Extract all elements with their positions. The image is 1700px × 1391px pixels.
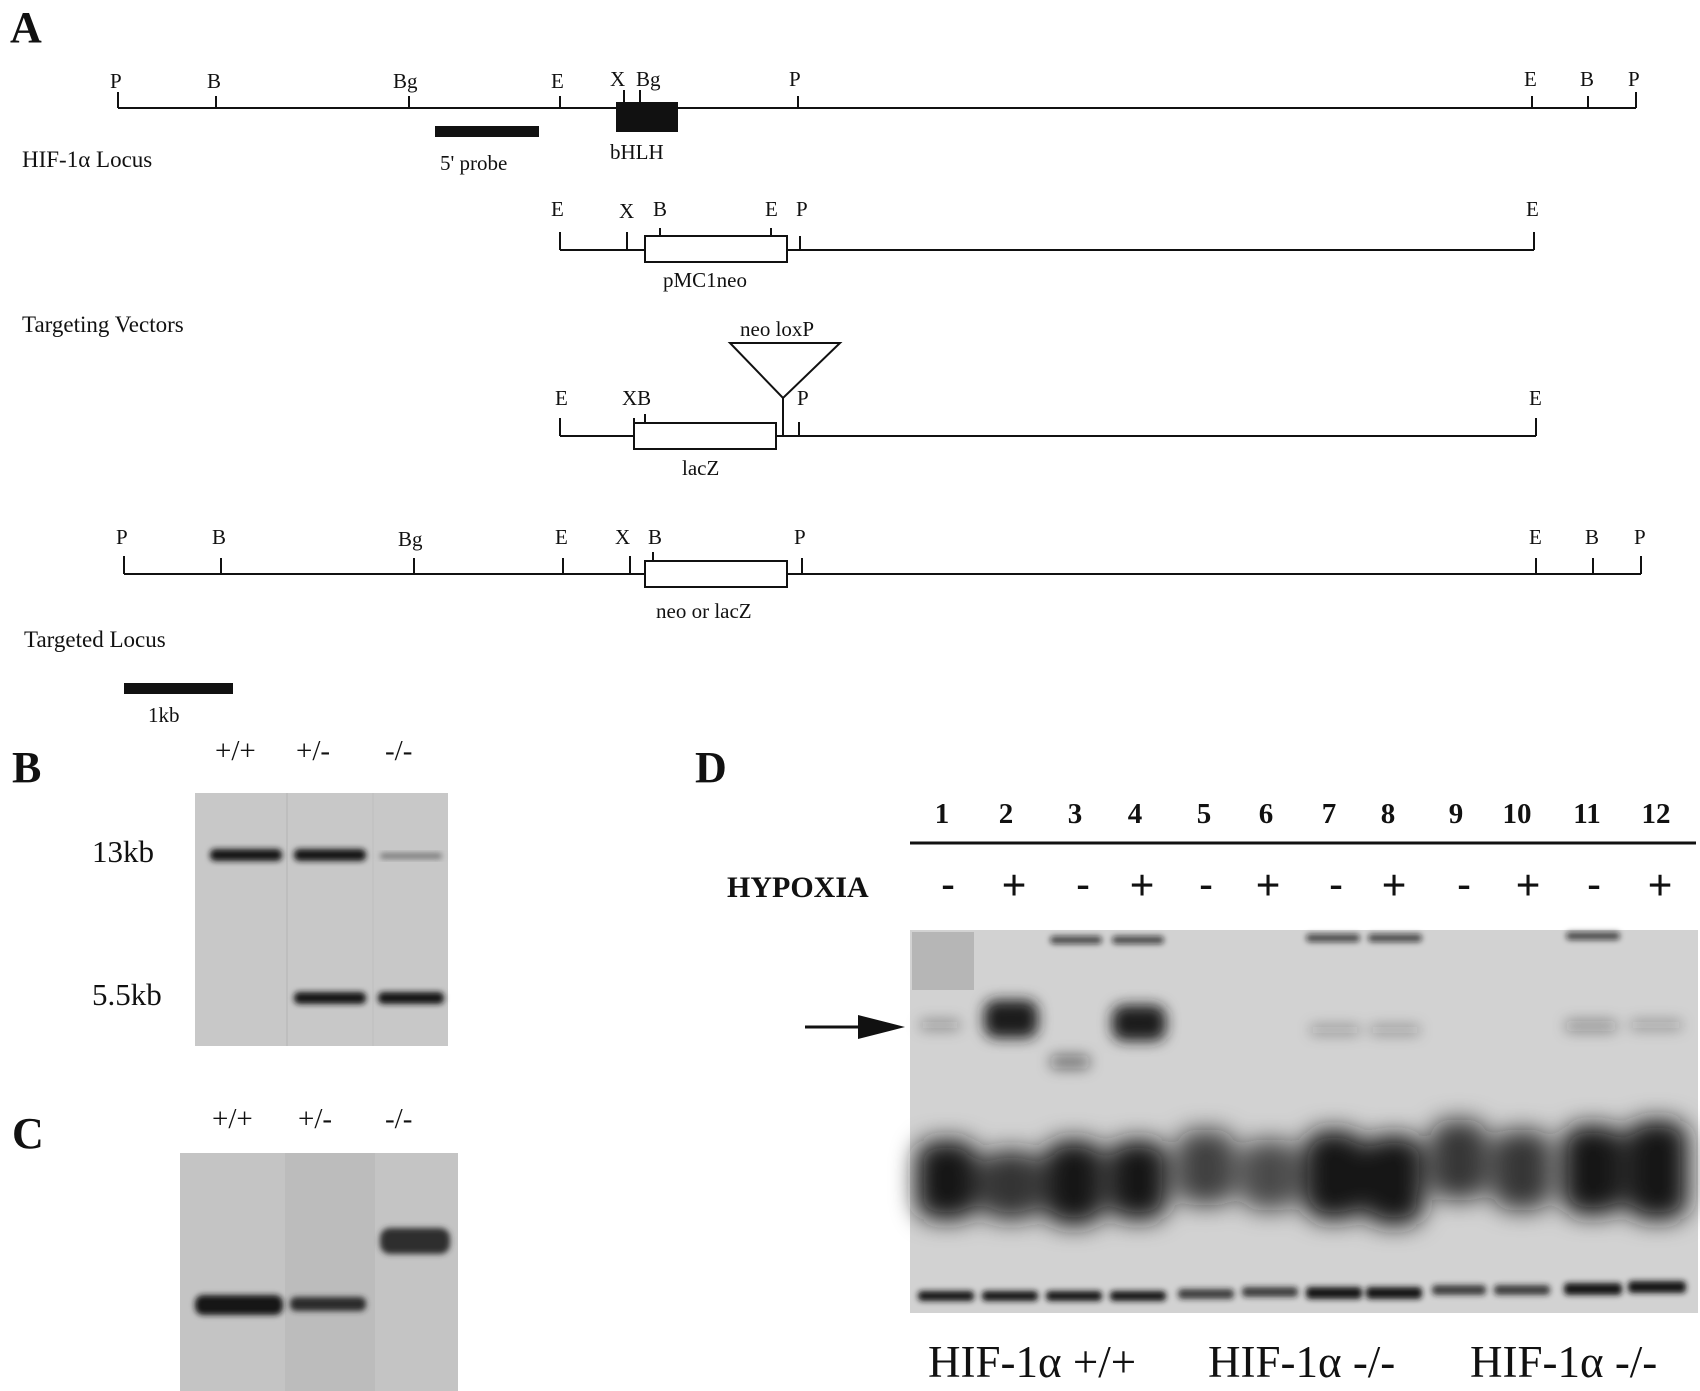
lane-genotype-label: +/-: [296, 735, 330, 767]
hypoxia-sign: -: [1199, 861, 1212, 906]
bhlh-exon: [616, 102, 678, 132]
hypoxia-sign: +: [1647, 861, 1672, 910]
site-label: E: [1524, 67, 1537, 91]
site-label: P: [1634, 525, 1646, 549]
lane-genotype-label: +/-: [298, 1103, 332, 1135]
lane-number: 7: [1322, 798, 1337, 830]
pmc1neo-label: pMC1neo: [663, 268, 747, 292]
lane-number: 4: [1128, 798, 1143, 830]
hypoxia-sign: +: [1129, 861, 1154, 910]
site-label: B: [207, 69, 221, 93]
emsa-gel-d: [910, 930, 1698, 1313]
site-label: B: [1580, 67, 1594, 91]
scale-label: 1kb: [148, 703, 180, 727]
hypoxia-sign: -: [1076, 861, 1089, 906]
site-label: B: [648, 525, 662, 549]
site-label: E: [1529, 525, 1542, 549]
site-label: P: [116, 525, 128, 549]
panel-label-c: C: [12, 1109, 44, 1158]
lane-number: 12: [1642, 798, 1671, 830]
panel-label-d: D: [695, 743, 727, 792]
panel-label-b: B: [12, 743, 41, 792]
hypoxia-sign: +: [1381, 861, 1406, 910]
targeted-locus-label: Targeted Locus: [24, 627, 166, 652]
neo-or-lacz-label: neo or lacZ: [656, 599, 752, 623]
scale-bar: [124, 683, 233, 694]
site-label: Bg: [393, 69, 418, 93]
lane-number: 5: [1197, 798, 1212, 830]
hif-locus-map: P B Bg E X Bg P E B P 5' probe bHLH HIF-…: [22, 67, 1640, 175]
site-label: B: [212, 525, 226, 549]
lane-genotype-label: -/-: [385, 1103, 412, 1135]
band-size-label: 5.5kb: [92, 977, 162, 1012]
site-label: Bg: [636, 67, 661, 91]
site-label: P: [797, 386, 809, 410]
site-label: E: [551, 69, 564, 93]
site-label: X: [619, 199, 634, 223]
site-label: E: [765, 197, 778, 221]
site-label: B: [653, 197, 667, 221]
site-label: X: [610, 67, 625, 91]
group-label: HIF-1α -/-: [1208, 1337, 1395, 1387]
targeting-vector-neo: E X B E P E pMC1neo: [551, 197, 1539, 292]
site-label: E: [555, 525, 568, 549]
site-label: X: [615, 525, 630, 549]
site-label: P: [1628, 67, 1640, 91]
group-label: HIF-1α -/-: [1470, 1337, 1657, 1387]
lane-number: 2: [999, 798, 1014, 830]
lane-genotype-label: -/-: [385, 735, 412, 767]
hypoxia-sign: -: [941, 861, 954, 906]
site-label: E: [555, 386, 568, 410]
hypoxia-sign: +: [1515, 861, 1540, 910]
hypoxia-sign: +: [1001, 861, 1026, 910]
genotyping-gel-c: [180, 1153, 458, 1391]
site-label: Bg: [398, 527, 423, 551]
lane-number-row: 1 2 3 4 5 6 7 8 9 10 11 12: [935, 798, 1671, 830]
site-label: P: [110, 69, 122, 93]
bhlh-label: bHLH: [610, 140, 664, 164]
lane-number: 11: [1573, 798, 1600, 830]
hypoxia-sign: +: [1255, 861, 1280, 910]
lane-genotype-label: +/+: [212, 1103, 253, 1135]
band-size-label: 13kb: [92, 834, 154, 869]
site-label: B: [1585, 525, 1599, 549]
lane-number: 10: [1503, 798, 1532, 830]
site-label: XB: [622, 386, 651, 410]
site-label: E: [1529, 386, 1542, 410]
hypoxia-sign: -: [1329, 861, 1342, 906]
site-label: E: [1526, 197, 1539, 221]
hypoxia-sign: -: [1587, 861, 1600, 906]
lane-number: 9: [1449, 798, 1464, 830]
targeted-locus-map: P B Bg E X B P E B P neo or lacZ Targete…: [24, 525, 1646, 652]
targeting-vector-lacz: neo loxP E XB P E lacZ: [555, 317, 1542, 480]
probe-label: 5' probe: [440, 151, 507, 175]
southern-blot-b: [195, 793, 448, 1046]
lacz-label: lacZ: [682, 456, 719, 480]
neo-loxp-label: neo loxP: [740, 317, 814, 341]
lane-number: 6: [1259, 798, 1274, 830]
lane-number: 1: [935, 798, 950, 830]
hypoxia-condition-row: - + - + - + - + - + - +: [941, 861, 1672, 910]
probe-bar: [435, 126, 539, 137]
lane-number: 3: [1068, 798, 1083, 830]
targeting-vectors-label: Targeting Vectors: [22, 312, 184, 337]
site-label: P: [796, 197, 808, 221]
site-label: P: [789, 67, 801, 91]
panel-label-a: A: [10, 3, 42, 52]
hif-locus-label: HIF-1α Locus: [22, 147, 152, 172]
arrow-icon: [805, 1015, 905, 1039]
lane-genotype-label: +/+: [215, 735, 256, 767]
group-label: HIF-1α +/+: [928, 1337, 1136, 1387]
site-label: E: [551, 197, 564, 221]
site-label: P: [794, 525, 806, 549]
hypoxia-sign: -: [1457, 861, 1470, 906]
lane-number: 8: [1381, 798, 1396, 830]
hypoxia-label: HYPOXIA: [727, 871, 869, 904]
